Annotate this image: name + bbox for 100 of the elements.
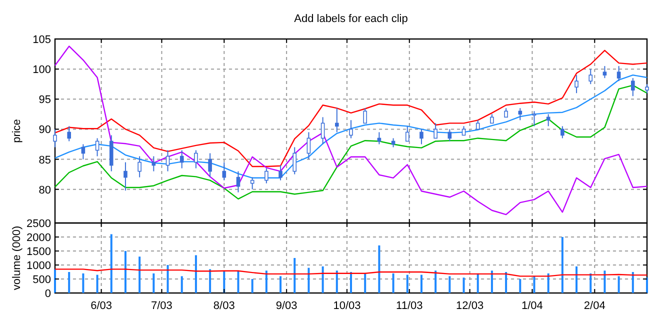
x-tick-label: 11/03 (396, 300, 423, 312)
bar (476, 273, 479, 293)
bar (490, 270, 493, 293)
y-tick-label: 2500 (26, 218, 51, 230)
bar (434, 270, 437, 293)
candlestick (67, 126, 71, 142)
candlestick (434, 122, 438, 139)
x-tick-label: 6/03 (90, 300, 112, 312)
candlestick (560, 126, 564, 139)
bar (576, 266, 578, 293)
bar (364, 273, 366, 293)
bar (251, 279, 254, 293)
bar (209, 269, 212, 293)
candlestick (462, 126, 466, 136)
y-tick-label: 1500 (26, 246, 51, 258)
x-tick-label: 12/03 (456, 300, 484, 312)
candlestick (208, 152, 212, 178)
x-tick-label: 9/03 (276, 300, 298, 312)
bar (265, 270, 268, 293)
bar (180, 276, 183, 293)
candlestick (320, 116, 325, 145)
bar (519, 279, 522, 293)
bar (322, 266, 324, 293)
bar (561, 237, 564, 293)
candlestick (363, 108, 367, 124)
bar (646, 278, 648, 293)
bar (406, 274, 408, 293)
candlestick (518, 108, 522, 121)
bar (280, 276, 282, 293)
candlestick (504, 108, 508, 118)
y-tick-label: 0 (44, 288, 51, 300)
candlestick (166, 150, 170, 172)
bar (378, 245, 380, 293)
y-tick-label: 2000 (26, 232, 51, 244)
bar (68, 272, 70, 293)
bar (618, 276, 620, 293)
bar (308, 268, 310, 293)
candlestick (335, 108, 339, 133)
bar (505, 272, 508, 293)
bar (336, 270, 338, 293)
candlestick (476, 120, 480, 130)
y-tick-label: 100 (32, 64, 51, 76)
bar (237, 270, 240, 293)
y-tick-label: 90 (38, 124, 51, 136)
y-axis-title: price (11, 119, 23, 143)
y-tick-label: 80 (38, 184, 51, 196)
candlestick (602, 66, 607, 79)
candlestick (180, 150, 184, 169)
y-axis-title: volume (000) (11, 226, 23, 290)
bar (632, 272, 634, 293)
candlestick (448, 128, 452, 142)
candlestick (292, 146, 297, 175)
candlestick (236, 170, 240, 193)
line-series (54, 268, 648, 277)
bar (350, 272, 352, 293)
y-tick-label: 105 (32, 34, 51, 46)
candlestick (194, 150, 198, 169)
y-tick-label: 500 (32, 274, 51, 286)
bar (462, 278, 465, 293)
candlestick (81, 144, 86, 160)
bar (166, 265, 169, 293)
bar (533, 276, 536, 293)
candlestick (616, 66, 621, 82)
bar (96, 274, 98, 293)
candlestick (264, 168, 268, 184)
candlestick (349, 120, 353, 139)
bar (604, 270, 606, 293)
bar (448, 276, 451, 293)
line-series (54, 50, 648, 168)
candlestick (631, 78, 635, 97)
bar (590, 273, 592, 293)
candlestick (574, 74, 578, 94)
bar (420, 274, 422, 293)
bar (547, 273, 550, 293)
chart-title: Add labels for each clip (294, 13, 408, 25)
y-tick-label: 1000 (26, 260, 51, 272)
y-tick-label: 95 (38, 94, 51, 106)
bar (124, 251, 126, 293)
bar (138, 256, 141, 293)
bar (194, 255, 197, 293)
x-tick-label: 7/03 (151, 300, 172, 312)
candlestick (95, 138, 100, 157)
x-tick-label: 10/03 (333, 300, 361, 312)
y-tick-label: 85 (38, 154, 51, 166)
candlestick (405, 126, 410, 142)
candlestick (588, 68, 593, 85)
candlestick (306, 132, 311, 160)
bar (152, 273, 155, 293)
bar (110, 234, 112, 293)
x-tick-label: 8/03 (213, 300, 235, 312)
candlestick (124, 162, 128, 192)
bar (392, 273, 394, 293)
bar (82, 273, 84, 293)
x-tick-label: 2/04 (584, 300, 606, 312)
x-tick-label: 1/04 (522, 300, 543, 312)
candlestick (222, 162, 226, 181)
candlestick (490, 114, 494, 124)
candlestick (645, 84, 649, 94)
candlestick (278, 164, 282, 181)
candlestick (420, 128, 424, 145)
